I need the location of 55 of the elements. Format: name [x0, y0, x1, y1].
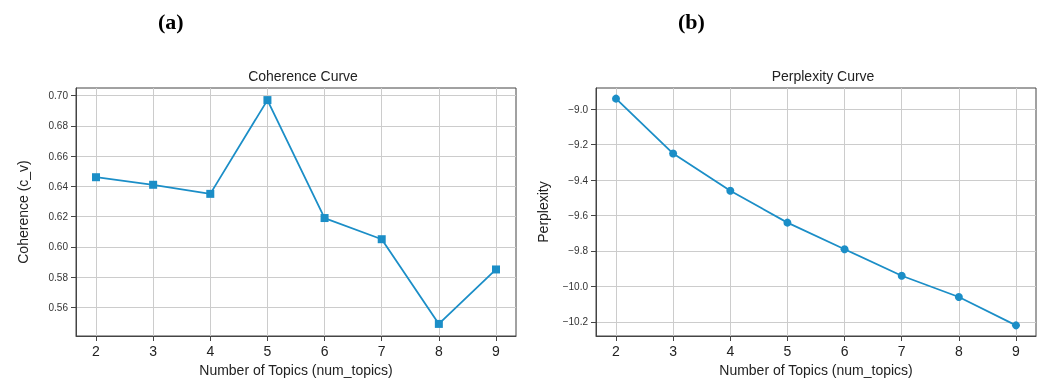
- point: [492, 265, 500, 274]
- text: (b): [678, 8, 705, 34]
- point: [612, 94, 620, 103]
- y-tick-label: 0.62: [48, 211, 69, 223]
- point: [783, 218, 792, 227]
- x-tick-label: 9: [1012, 343, 1021, 359]
- point: [206, 189, 215, 198]
- x-tick-label: 3: [149, 343, 158, 359]
- x-tick-label: 6: [840, 343, 849, 359]
- point: [1012, 321, 1020, 330]
- y-tick-label: 0.56: [48, 301, 69, 313]
- y-tick-label: −9.0: [568, 103, 589, 115]
- x-tick-label: 2: [612, 343, 621, 359]
- y-tick-label: 0.64: [48, 180, 69, 192]
- x-tick-label: 2: [92, 343, 101, 359]
- y-tick-label: −9.6: [568, 210, 589, 222]
- point: [149, 180, 158, 189]
- point: [897, 271, 906, 280]
- y-tick-label: 0.70: [48, 90, 69, 102]
- chart-title: Perplexity Curve: [771, 68, 875, 84]
- y-axis-title: Coherence (c_v): [15, 160, 31, 264]
- y-tick-label: −9.8: [568, 245, 589, 257]
- x-tick-label: 9: [492, 343, 501, 359]
- y-tick-label: 0.68: [48, 120, 69, 132]
- point: [840, 245, 849, 254]
- x-tick-label: 7: [897, 343, 906, 359]
- point: [263, 96, 272, 105]
- x-tick-label: 5: [263, 343, 272, 359]
- x-axis-title: Number of Topics (num_topics): [199, 361, 393, 378]
- point: [434, 319, 443, 328]
- y-tick-label: −9.4: [568, 174, 589, 186]
- chart-title: Coherence Curve: [248, 68, 359, 84]
- x-tick-label: 7: [377, 343, 386, 359]
- x-tick-label: 5: [783, 343, 792, 359]
- x-tick-label: 4: [726, 343, 735, 359]
- text: (a): [158, 8, 184, 34]
- y-tick-label: −9.2: [568, 139, 589, 151]
- point: [726, 186, 735, 195]
- x-tick-label: 4: [206, 343, 215, 359]
- y-tick-label: −10.2: [562, 316, 589, 328]
- y-tick-label: 0.66: [48, 150, 69, 162]
- y-tick-label: 0.58: [48, 271, 69, 283]
- x-tick-label: 3: [669, 343, 678, 359]
- x-tick-label: 8: [434, 343, 443, 359]
- y-axis-title: Perplexity: [535, 181, 551, 243]
- point: [320, 214, 329, 223]
- point: [92, 173, 100, 182]
- point: [377, 235, 386, 244]
- x-axis-title: Number of Topics (num_topics): [719, 361, 913, 378]
- x-tick-label: 8: [954, 343, 963, 359]
- point: [954, 293, 963, 302]
- y-tick-label: 0.60: [48, 241, 69, 253]
- x-tick-label: 6: [320, 343, 329, 359]
- point: [669, 149, 678, 158]
- y-tick-label: −10.0: [562, 280, 589, 292]
